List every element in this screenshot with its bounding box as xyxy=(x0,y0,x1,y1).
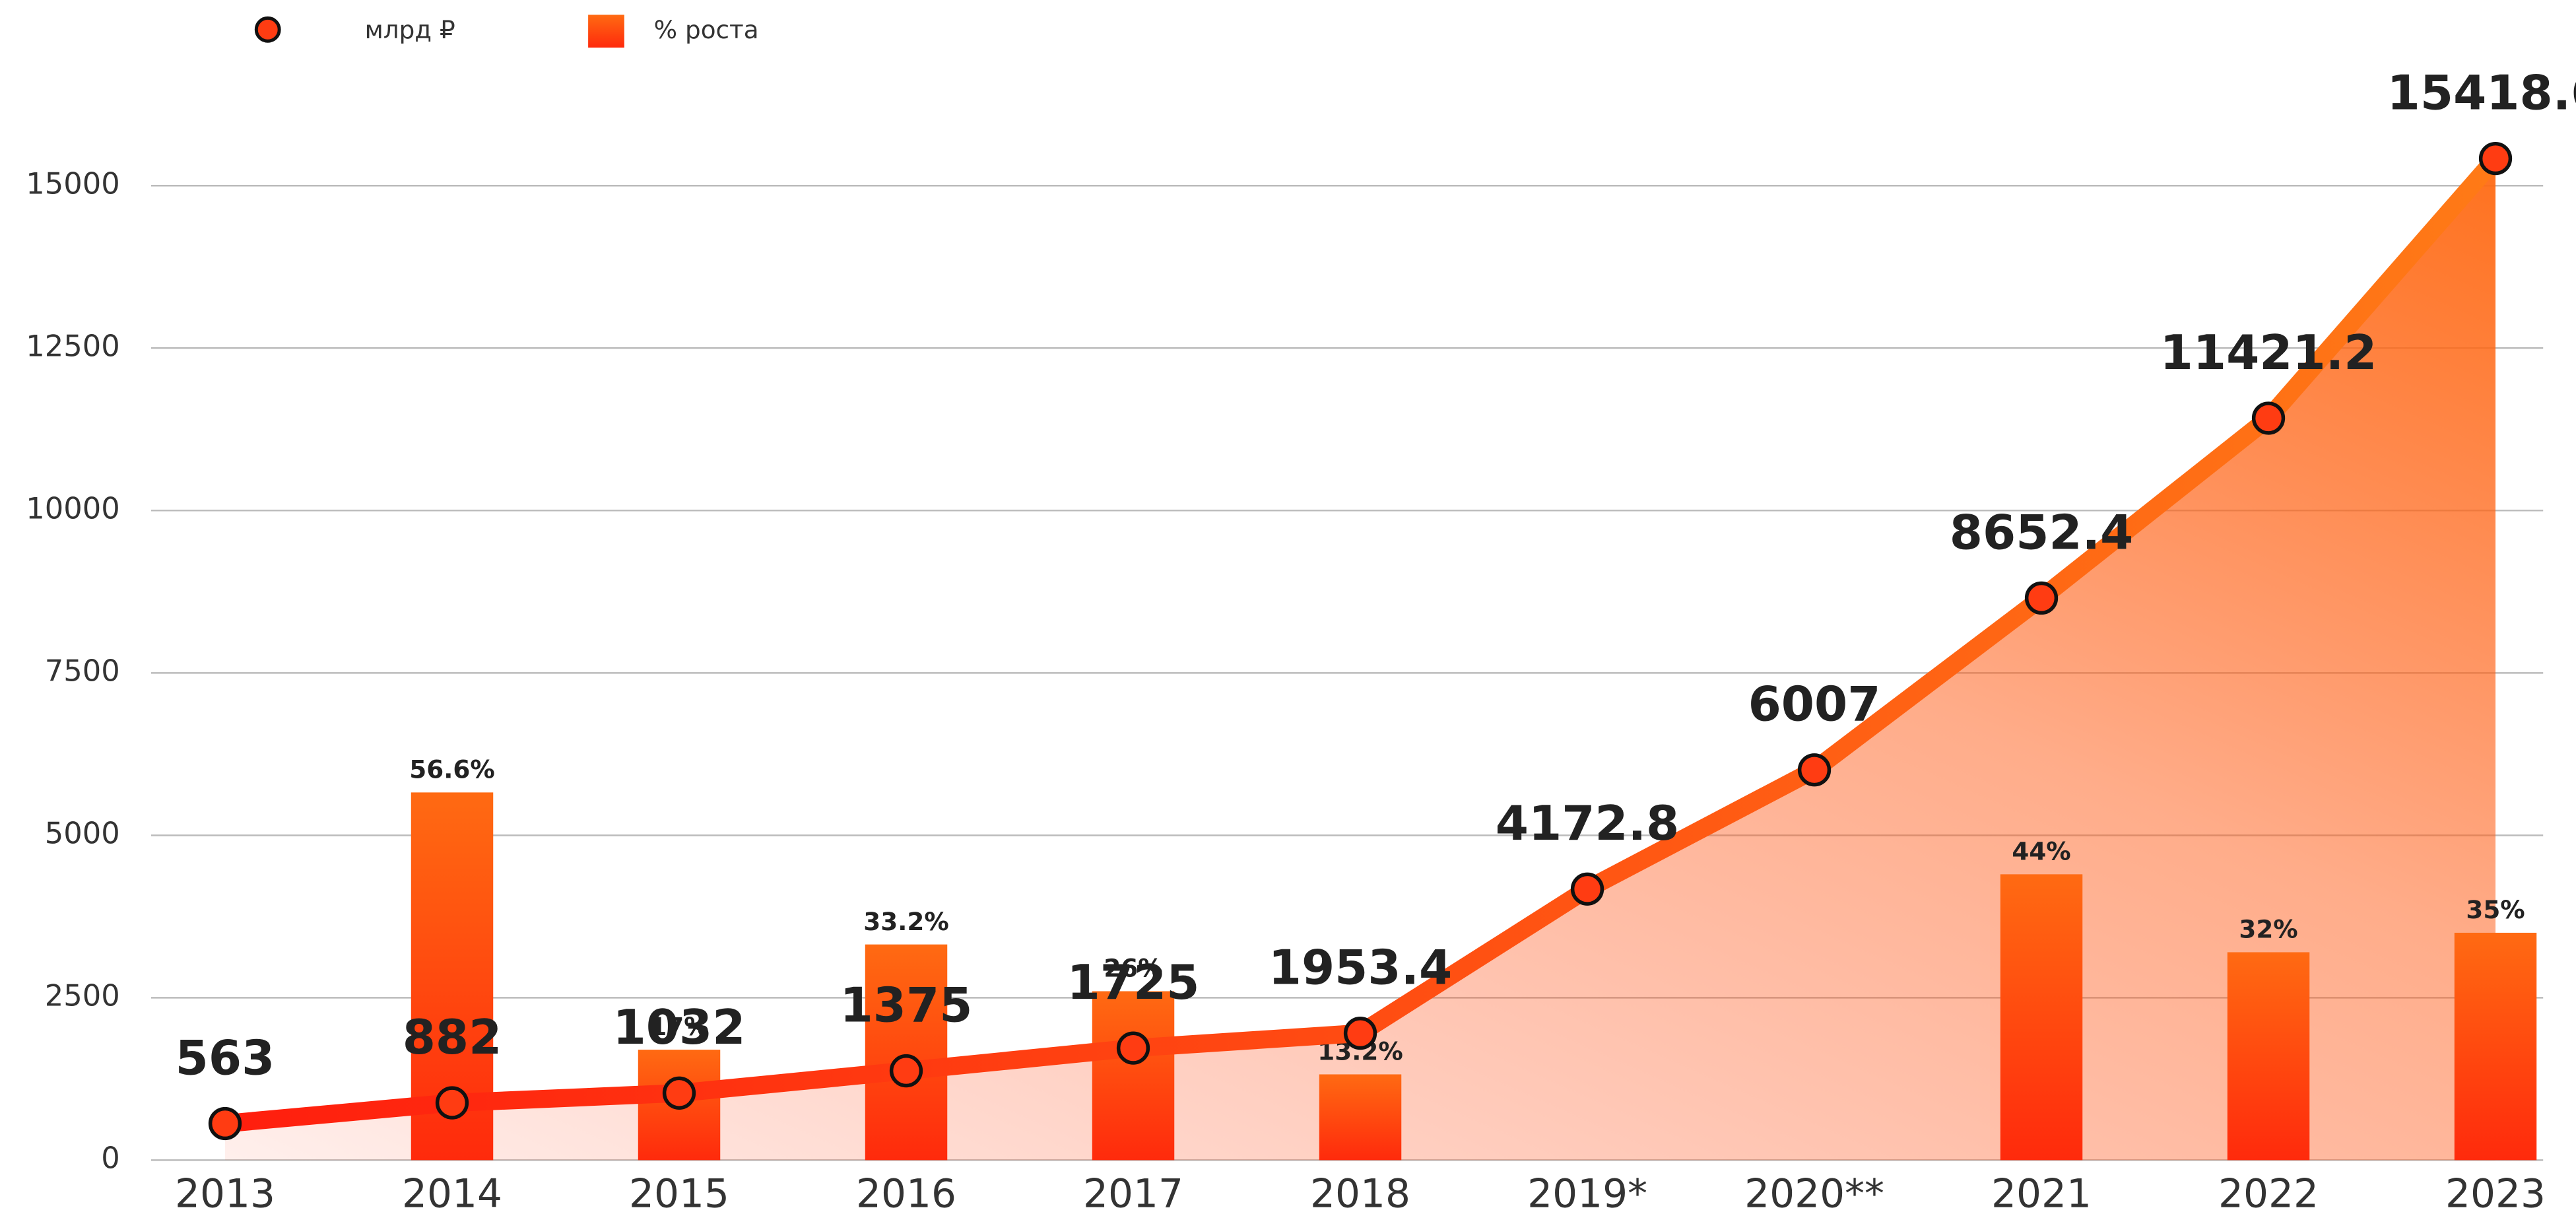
value-label: 1953.4 xyxy=(1269,941,1453,996)
marker xyxy=(1797,753,1832,787)
value-label: 8652.4 xyxy=(1950,505,2134,560)
bar-label: 26% xyxy=(1104,954,1162,983)
bar xyxy=(865,944,948,1161)
bar xyxy=(2227,952,2310,1161)
marker xyxy=(662,1076,696,1110)
y-tick-label: 12500 xyxy=(26,328,120,363)
marker xyxy=(889,1054,923,1088)
bar-label: 17% xyxy=(649,1012,708,1041)
y-tick-label: 2500 xyxy=(45,978,120,1013)
bar xyxy=(1319,1074,1402,1161)
value-label: 1375 xyxy=(840,978,973,1033)
marker xyxy=(1116,1031,1150,1065)
marker xyxy=(208,1106,242,1141)
x-tick-label: 2018 xyxy=(1310,1172,1410,1216)
y-tick-label: 0 xyxy=(101,1140,120,1175)
marker xyxy=(2478,141,2513,176)
legend: млрд ₽ % роста xyxy=(189,15,759,48)
y-tick-label: 7500 xyxy=(45,653,120,688)
marker xyxy=(1343,1016,1377,1050)
x-tick-label: 2021 xyxy=(1991,1172,2092,1216)
area xyxy=(225,158,2496,1161)
x-tick-label: 2016 xyxy=(856,1172,956,1216)
legend-label: % роста xyxy=(654,15,759,44)
marker xyxy=(1570,872,1604,906)
x-tick-label: 2015 xyxy=(629,1172,729,1216)
bar-label: 35% xyxy=(2466,895,2525,924)
bar-label: 44% xyxy=(2012,837,2070,866)
x-tick-label: 2019* xyxy=(1527,1172,1647,1216)
legend-label: млрд ₽ xyxy=(365,15,455,44)
y-tick-label: 5000 xyxy=(45,815,120,850)
marker xyxy=(2251,401,2286,435)
bar-label: 33.2% xyxy=(863,907,949,936)
value-label: 1725 xyxy=(1067,955,1200,1011)
bar xyxy=(2454,932,2537,1161)
value-label: 1032 xyxy=(613,1000,746,1056)
x-tick-label: 2013 xyxy=(175,1172,275,1216)
x-tick-label: 2022 xyxy=(2218,1172,2319,1216)
y-tick-label: 10000 xyxy=(26,490,120,525)
marker xyxy=(2024,581,2059,615)
marker xyxy=(435,1086,469,1120)
bar-label: 56.6% xyxy=(409,755,495,784)
x-tick-label: 2023 xyxy=(2445,1172,2546,1216)
value-label: 882 xyxy=(403,1010,502,1065)
value-label: 6007 xyxy=(1748,677,1881,733)
value-label: 15418.6 xyxy=(2387,66,2576,121)
legend-swatch xyxy=(588,15,624,48)
value-label: 11421.2 xyxy=(2160,325,2377,381)
y-tick-label: 15000 xyxy=(26,166,120,201)
x-tick-label: 2017 xyxy=(1083,1172,1183,1216)
legend-marker xyxy=(254,16,281,43)
bar xyxy=(2000,874,2083,1161)
value-label: 4172.8 xyxy=(1496,796,1680,852)
bar-label: 32% xyxy=(2239,915,2297,944)
value-label: 563 xyxy=(176,1030,275,1086)
x-tick-label: 2014 xyxy=(402,1172,502,1216)
x-tick-label: 2020** xyxy=(1744,1172,1884,1216)
bar xyxy=(1092,991,1175,1161)
